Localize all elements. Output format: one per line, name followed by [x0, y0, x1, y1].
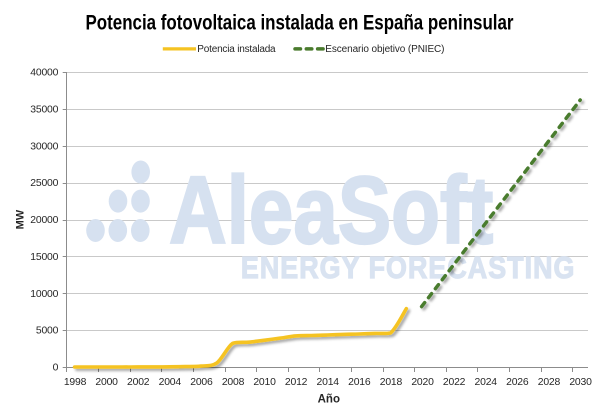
- svg-text:25000: 25000: [30, 178, 58, 189]
- svg-text:0: 0: [53, 363, 59, 374]
- svg-text:2030: 2030: [569, 377, 592, 388]
- svg-text:2004: 2004: [159, 377, 182, 388]
- svg-text:2010: 2010: [253, 377, 276, 388]
- svg-text:2012: 2012: [285, 377, 308, 388]
- svg-text:35000: 35000: [30, 104, 58, 115]
- svg-text:2002: 2002: [127, 377, 150, 388]
- svg-text:Año: Año: [318, 393, 340, 405]
- svg-text:Potencia instalada: Potencia instalada: [197, 44, 276, 55]
- svg-text:ENERGY FORECASTING: ENERGY FORECASTING: [241, 252, 576, 286]
- svg-text:2020: 2020: [411, 377, 434, 388]
- svg-text:40000: 40000: [30, 68, 58, 79]
- svg-text:15000: 15000: [30, 252, 58, 263]
- svg-text:2006: 2006: [190, 377, 213, 388]
- svg-text:2018: 2018: [380, 377, 403, 388]
- svg-text:MW: MW: [14, 209, 26, 229]
- svg-text:2008: 2008: [222, 377, 245, 388]
- svg-text:2026: 2026: [506, 377, 529, 388]
- svg-text:2016: 2016: [348, 377, 371, 388]
- svg-text:2000: 2000: [95, 377, 118, 388]
- svg-text:20000: 20000: [30, 215, 58, 226]
- svg-text:30000: 30000: [30, 141, 58, 152]
- svg-text:2024: 2024: [475, 377, 498, 388]
- svg-text:2022: 2022: [443, 377, 466, 388]
- svg-text:2014: 2014: [317, 377, 340, 388]
- svg-text:1998: 1998: [64, 377, 87, 388]
- svg-text:Escenario objetivo (PNIEC): Escenario objetivo (PNIEC): [325, 44, 444, 55]
- svg-text:10000: 10000: [30, 289, 58, 300]
- svg-text:AleaSoft: AleaSoft: [169, 156, 493, 264]
- svg-text:2028: 2028: [538, 377, 561, 388]
- svg-text:Potencia fotovoltaica instalad: Potencia fotovoltaica instalada en Españ…: [86, 10, 514, 34]
- svg-text:5000: 5000: [36, 326, 59, 337]
